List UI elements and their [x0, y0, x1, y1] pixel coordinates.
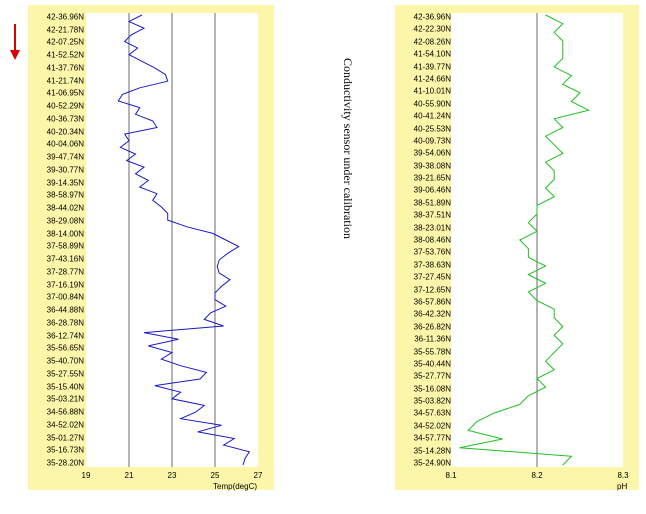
right-latitude-label: 34-57.77N [413, 433, 451, 443]
ph-plot-area [451, 13, 623, 467]
left-latitude-label: 39-14.35N [46, 178, 84, 188]
right-latitude-label: 34-57.63N [413, 408, 451, 418]
left-latitude-label: 35-40.70N [46, 356, 84, 366]
left-latitude-label: 40-52.29N [46, 101, 84, 111]
right-latitude-label: 37-53.76N [413, 247, 451, 257]
left-latitude-label: 42-21.78N [46, 25, 84, 35]
left-latitude-label: 40-36.73N [46, 114, 84, 124]
right-latitude-label: 40-55.90N [413, 99, 451, 109]
left-latitude-label: 38-29.08N [46, 216, 84, 226]
right-latitude-label: 41-54.10N [413, 49, 451, 59]
temperature-profile-svg [117, 13, 251, 467]
left-latitude-label: 36-28.78N [46, 318, 84, 328]
left-latitude-label: 41-52.52N [46, 50, 84, 60]
right-latitude-label: 41-24.66N [413, 74, 451, 84]
right-latitude-label: 40-41.24N [413, 111, 451, 121]
left-x-tick-label: 27 [253, 471, 263, 480]
temperature-chart-panel: 42-36.96N 42-21.78N 42-07.25N 41-52.52N 41-3… [28, 5, 274, 491]
side-caption: Conductivity sensor under calibration [341, 58, 355, 239]
left-latitude-label: 35-27.55N [46, 369, 84, 379]
left-latitude-label: 37-58.89N [46, 241, 84, 251]
ph-x-axis-title: pH [617, 482, 628, 491]
left-x-tick-label: 19 [81, 471, 91, 480]
right-latitude-label: 42-08.26N [413, 37, 451, 47]
right-latitude-label: 37-12.65N [413, 285, 451, 295]
right-latitude-label: 36-11.36N [414, 334, 451, 344]
left-latitude-label: 42-07.25N [46, 37, 84, 47]
left-x-tick-label: 25 [210, 471, 220, 480]
right-latitude-label: 35-14.28N [413, 446, 451, 456]
right-latitude-label: 35-24.90N [413, 458, 451, 468]
right-latitude-label: 41-39.77N [413, 62, 451, 72]
left-latitude-label: 35-16.73N [46, 445, 84, 455]
left-latitude-label: 41-21.74N [46, 76, 84, 86]
right-latitude-label: 35-40.44N [413, 359, 451, 369]
left-x-tick-label: 21 [124, 471, 134, 480]
right-latitude-label: 35-03.82N [413, 396, 451, 406]
left-latitude-label: 35-28.20N [46, 458, 84, 468]
left-latitude-label: 41-37.76N [46, 63, 84, 73]
left-latitude-label: 35-03.21N [46, 394, 84, 404]
left-latitude-label: 38-14.00N [46, 229, 84, 239]
right-latitude-label: 35-27.77N [413, 371, 451, 381]
temperature-x-axis-title: Temp(degC) [213, 482, 258, 491]
right-latitude-label: 40-25.53N [413, 124, 451, 133]
right-latitude-label: 38-08.46N [413, 235, 451, 245]
left-series-line [117, 14, 251, 466]
left-latitude-label: 41-06.95N [46, 88, 84, 98]
right-latitude-label: 36-26.82N [413, 322, 451, 332]
right-x-tick-label: 8.3 [617, 471, 629, 480]
temperature-plot-area [86, 13, 258, 467]
left-latitude-label: 35-56.65N [46, 343, 84, 353]
left-latitude-label: 42-36.96N [46, 12, 84, 22]
ph-chart-panel: 42-36.96N 42-22.30N 42-08.26N 41-54.10N 41-3… [395, 5, 639, 491]
right-latitude-label: 39-21.65N [413, 173, 451, 183]
right-latitude-label: 39-38.08N [413, 161, 451, 171]
right-latitude-label: 38-51.89N [413, 198, 451, 208]
left-latitude-label: 36-12.74N [46, 331, 84, 341]
right-latitude-label: 35-16.08N [413, 384, 451, 394]
right-series-line [459, 14, 591, 466]
left-x-tick-label: 23 [167, 471, 177, 480]
left-latitude-label: 38-44.02N [46, 203, 84, 213]
right-x-tick-label: 8.2 [531, 471, 543, 480]
left-latitude-label: 38-58.97N [46, 190, 84, 200]
left-latitude-label: 34-56.88N [46, 407, 84, 417]
left-latitude-label: 40-04.06N [46, 139, 84, 149]
right-latitude-label: 41-10.01N [413, 86, 451, 96]
left-latitude-label: 37-43.16N [46, 254, 84, 264]
left-latitude-label: 34-52.02N [46, 420, 84, 430]
right-latitude-label: 40-09.73N [413, 136, 451, 146]
left-latitude-label: 35-15.40N [46, 382, 84, 392]
left-latitude-label: 40-20.34N [46, 127, 84, 137]
red-down-arrow-icon [8, 22, 22, 62]
right-latitude-label: 38-37.51N [413, 210, 451, 220]
right-latitude-label: 35-55.78N [413, 347, 451, 356]
left-latitude-label: 39-30.77N [46, 165, 84, 175]
right-latitude-label: 39-06.46N [413, 185, 451, 195]
right-latitude-label: 39-54.06N [413, 148, 451, 158]
left-latitude-label: 35-01.27N [46, 433, 84, 442]
right-latitude-label: 36-57.86N [413, 297, 451, 307]
ph-profile-svg [459, 13, 591, 467]
left-latitude-label: 37-28.77N [46, 267, 84, 277]
right-latitude-label: 34-52.02N [413, 421, 451, 431]
left-latitude-label: 36-44.88N [46, 305, 84, 315]
right-latitude-label: 42-36.96N [413, 12, 451, 22]
right-latitude-label: 42-22.30N [413, 24, 451, 34]
right-latitude-label: 36-42.32N [413, 309, 451, 319]
right-latitude-label: 37-27.45N [413, 272, 451, 282]
right-latitude-label: 38-23.01N [413, 223, 451, 233]
left-latitude-label: 39-47.74N [46, 152, 84, 162]
right-latitude-label: 37-38.63N [413, 260, 451, 270]
right-x-tick-label: 8.1 [445, 471, 457, 480]
left-latitude-label: 37-16.19N [46, 280, 84, 290]
left-latitude-label: 37-00.84N [46, 292, 84, 302]
